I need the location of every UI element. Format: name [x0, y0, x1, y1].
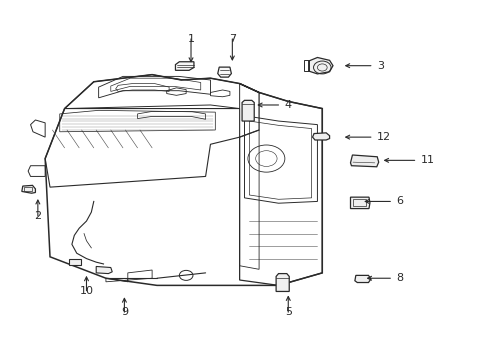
Polygon shape	[312, 133, 329, 140]
Text: 11: 11	[420, 156, 434, 165]
Text: 3: 3	[376, 61, 383, 71]
Polygon shape	[354, 275, 370, 283]
Polygon shape	[350, 155, 378, 167]
Text: 6: 6	[395, 197, 403, 206]
Text: 5: 5	[284, 307, 291, 317]
Polygon shape	[217, 67, 231, 77]
Bar	[24, 187, 32, 192]
Polygon shape	[276, 274, 288, 292]
Polygon shape	[69, 258, 81, 265]
Text: 1: 1	[187, 34, 194, 44]
Text: 8: 8	[395, 273, 403, 283]
Text: 10: 10	[80, 286, 93, 296]
Polygon shape	[350, 197, 369, 208]
Polygon shape	[22, 185, 35, 193]
Polygon shape	[308, 58, 332, 74]
Polygon shape	[96, 266, 112, 274]
Text: 2: 2	[34, 211, 41, 221]
Text: 7: 7	[228, 34, 235, 44]
Bar	[353, 199, 366, 206]
Polygon shape	[242, 100, 254, 121]
Text: 4: 4	[284, 100, 291, 110]
Polygon shape	[175, 62, 194, 70]
Text: 9: 9	[121, 307, 128, 317]
Text: 12: 12	[376, 132, 390, 142]
